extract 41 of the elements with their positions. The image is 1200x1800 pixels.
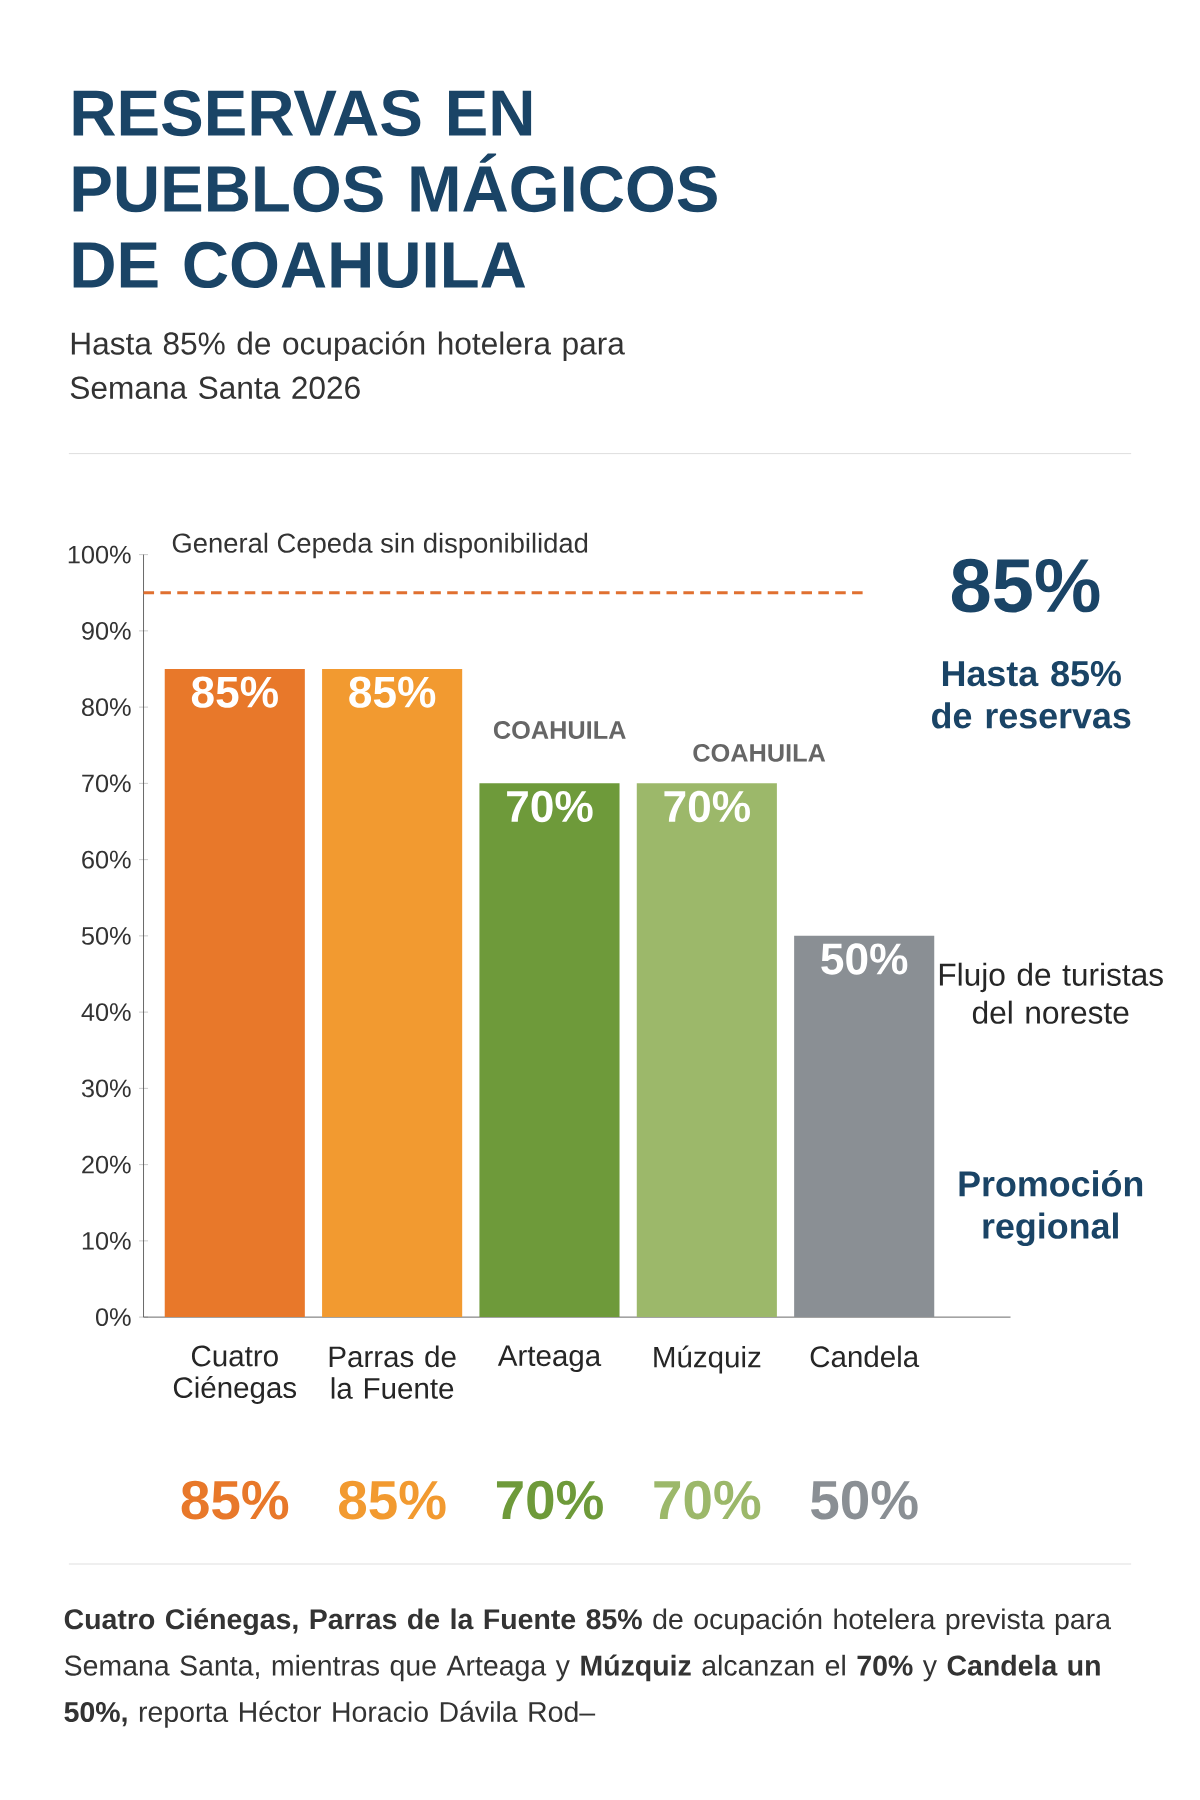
text: 70%	[507, 790, 593, 823]
bar	[636, 783, 777, 1318]
chart-subtitle: Hasta 85% de ocupación hotelera para Semana Santa 2026	[70, 331, 625, 399]
y-tick-label: 70%	[82, 774, 131, 793]
text: 85%	[191, 676, 278, 708]
data-label: 50%	[811, 1480, 918, 1520]
y-tick-label: 30%	[81, 1079, 131, 1098]
x-tick-label: Parras de la Fuente	[329, 1345, 456, 1399]
y-tick-label: 0%	[95, 1308, 131, 1327]
x-tick-label: Cuatro Ciénegas	[173, 1345, 297, 1404]
chart-title: RESERVAS EN PUEBLOS MÁGICOS DE COAHUILA	[73, 89, 717, 289]
text: 85%	[951, 558, 1100, 613]
text: Promoción regional	[959, 1170, 1143, 1247]
bar	[164, 668, 305, 1318]
text: 50%	[821, 943, 908, 975]
y-tick-label: 10%	[82, 1231, 131, 1250]
annotation: COAHUILA	[493, 721, 626, 739]
y-tick-label: 40%	[81, 1003, 131, 1022]
annotation: Hasta 85% de reservas	[932, 660, 1131, 729]
text: 85%	[349, 676, 436, 708]
data-label: 70%	[496, 1480, 603, 1520]
x-tick-label: Arteaga	[497, 1345, 602, 1372]
x-tick-label: Candela	[810, 1345, 920, 1368]
y-tick-label: 80%	[82, 698, 131, 717]
x-tick-label: Múzquiz	[654, 1345, 761, 1374]
data-label: 85%	[339, 1480, 446, 1520]
text: 70%	[664, 790, 750, 823]
data-label: 70%	[654, 1480, 761, 1520]
bar	[322, 668, 463, 1318]
y-tick-label: 50%	[81, 926, 131, 945]
y-tick-label: 100%	[68, 545, 131, 564]
ref-line-label: General Cepeda sin disponibilidad	[172, 532, 588, 559]
bar	[794, 935, 935, 1318]
text: Cuatro Ciénegas, Parras de la Fuente 85% de ocupación hotelera prevista para Semana Santa, mientras que Arteaga y Múzquiz alcanzan el 70% y Candela un 50%, reporta Héctor Horacio Dávila Rod–	[64, 1608, 1111, 1728]
y-tick-label: 60%	[82, 850, 131, 869]
bar	[479, 783, 620, 1318]
data-label: 85%	[181, 1480, 289, 1520]
annotation: COAHUILA	[693, 743, 826, 762]
y-tick-label: 20%	[82, 1155, 131, 1174]
text: Flujo de turistas del noreste	[939, 962, 1163, 1024]
y-tick-label: 90%	[82, 621, 131, 640]
